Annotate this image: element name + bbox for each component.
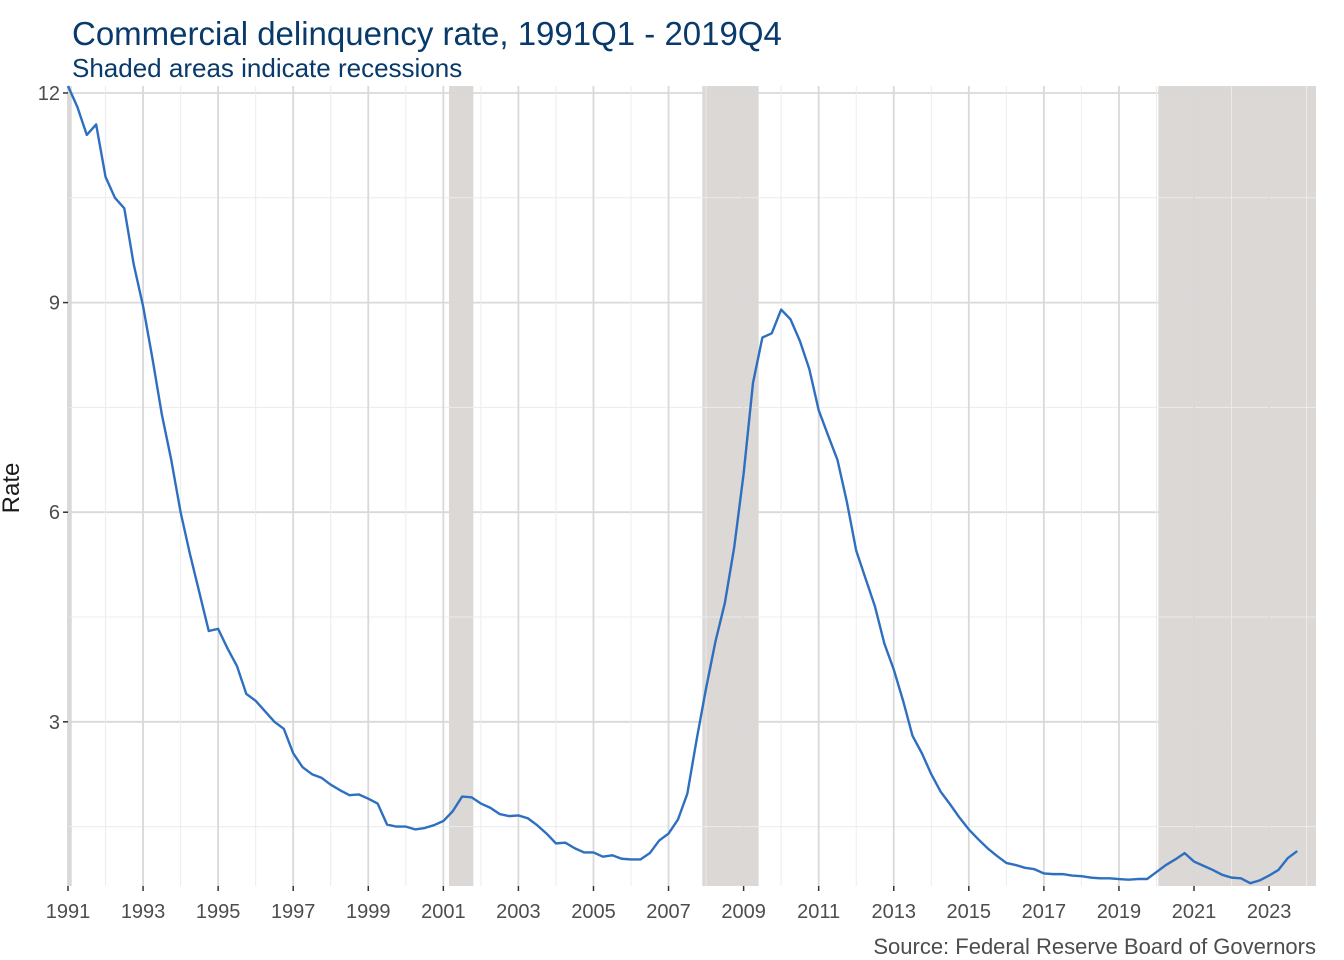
- x-tick-label-2005: 2005: [571, 901, 616, 923]
- recession-band-0: [68, 86, 72, 886]
- x-tick-label-1999: 1999: [346, 901, 391, 923]
- recession-band-1: [448, 86, 474, 886]
- x-tick-label-2003: 2003: [496, 901, 541, 923]
- x-tick-label-2019: 2019: [1097, 901, 1142, 923]
- y-tick-label-12: 12: [38, 83, 60, 105]
- x-tick-label-2017: 2017: [1022, 901, 1067, 923]
- x-tick-label-2011: 2011: [797, 901, 840, 923]
- y-tick-label-6: 6: [49, 502, 60, 524]
- x-tick-label-1993: 1993: [121, 901, 166, 923]
- y-axis-ticks: 3 6 9 12: [38, 83, 68, 734]
- y-tick-label-3: 3: [49, 712, 60, 734]
- x-tick-label-2013: 2013: [871, 901, 916, 923]
- series-layer: [66, 85, 1298, 885]
- x-tick-label-2007: 2007: [646, 901, 691, 923]
- x-tick-label-2001: 2001: [421, 901, 466, 923]
- chart-subtitle: Shaded areas indicate recessions: [72, 53, 462, 83]
- x-axis-ticks: 1991 1993 1995 1997 1999 2001 2003 2005 2007 2009…: [46, 886, 1292, 923]
- x-tick-label-2021: 2021: [1172, 901, 1217, 923]
- x-tick-label-2023: 2023: [1247, 901, 1292, 923]
- y-axis-title: Rate: [0, 463, 25, 514]
- series-line-0: [66, 85, 1298, 885]
- x-tick-label-1995: 1995: [196, 901, 241, 923]
- chart-title: Commercial delinquency rate, 1991Q1 - 20…: [72, 15, 782, 52]
- y-tick-label-9: 9: [49, 293, 60, 315]
- recession-band-3: [1158, 86, 1316, 886]
- x-tick-label-2015: 2015: [947, 901, 992, 923]
- chart-caption: Source: Federal Reserve Board of Governo…: [873, 934, 1316, 959]
- recession-bands: [68, 86, 1316, 886]
- x-tick-label-2009: 2009: [721, 901, 766, 923]
- recession-band-2: [702, 86, 759, 886]
- grid-lines: [67, 86, 1316, 886]
- x-tick-label-1997: 1997: [271, 901, 316, 923]
- x-tick-label-1991: 1991: [46, 901, 91, 923]
- plot-area: [66, 85, 1316, 886]
